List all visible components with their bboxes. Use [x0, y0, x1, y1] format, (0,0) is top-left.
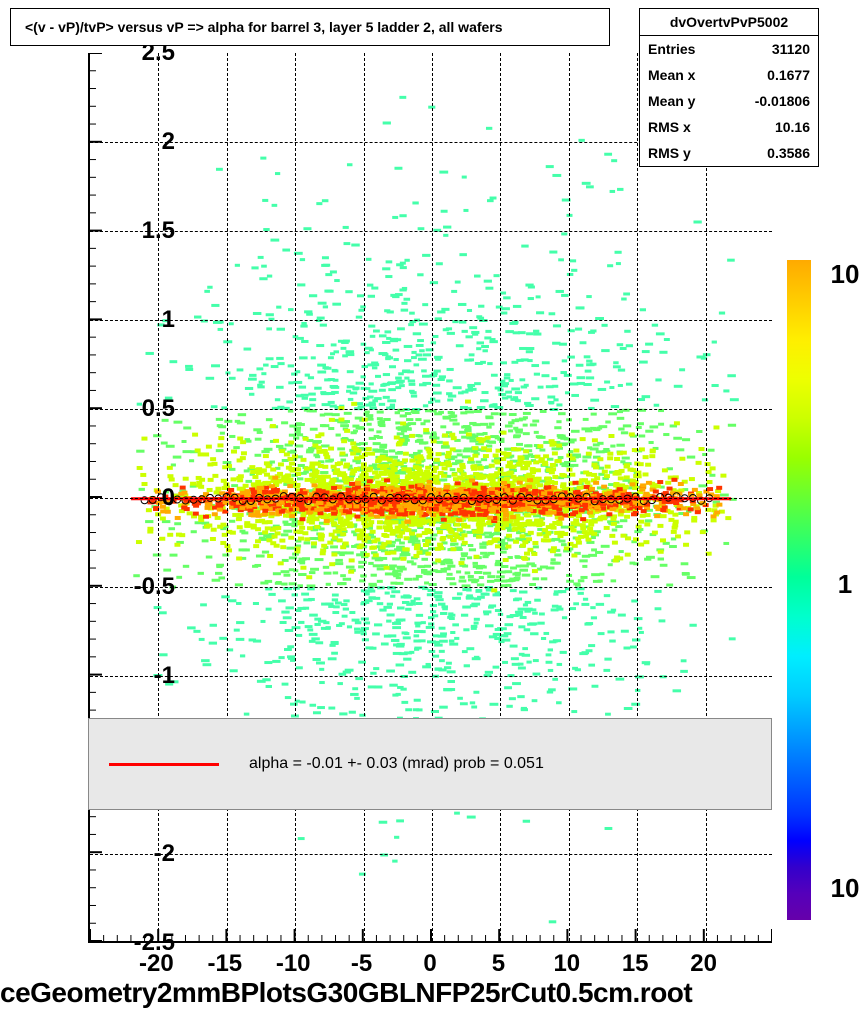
x-tick-label: 10 — [542, 950, 592, 978]
file-name: ceGeometry2mmBPlotsG30GBLNFP25rCut0.5cm.… — [0, 977, 867, 1009]
y-tick-label: -1 — [95, 662, 175, 690]
stats-rmsy-label: RMS y — [648, 145, 691, 161]
grid-line-h — [90, 320, 772, 321]
legend-text: alpha = -0.01 +- 0.03 (mrad) prob = 0.05… — [249, 755, 544, 773]
x-tick-label: 20 — [679, 950, 729, 978]
colorbar-tick: 10 — [823, 259, 867, 290]
stats-meany-value: -0.01806 — [755, 93, 810, 109]
chart-title: <(v - vP)/tvP> versus vP => alpha for ba… — [25, 19, 503, 35]
x-tick-label: -10 — [268, 950, 318, 978]
colorbar — [787, 260, 811, 920]
x-tick-label: 5 — [473, 950, 523, 978]
chart-title-box: <(v - vP)/tvP> versus vP => alpha for ba… — [10, 8, 610, 46]
y-tick-label: 1 — [95, 306, 175, 334]
stats-entries: Entries 31120 — [640, 36, 818, 62]
x-tick-label: -20 — [131, 950, 181, 978]
grid-line-h — [90, 498, 772, 499]
x-tick-label: -5 — [337, 950, 387, 978]
grid-line-h — [90, 587, 772, 588]
stats-meany: Mean y -0.01806 — [640, 88, 818, 114]
stats-rmsy: RMS y 0.3586 — [640, 140, 818, 166]
y-tick-label: 1.5 — [95, 217, 175, 245]
stats-meanx-label: Mean x — [648, 67, 695, 83]
x-tick-label: 15 — [610, 950, 660, 978]
grid-line-h — [90, 409, 772, 410]
x-tick-label: 0 — [405, 950, 455, 978]
stats-rmsx-label: RMS x — [648, 119, 691, 135]
stats-name: dvOvertvPvP5002 — [640, 9, 818, 36]
legend-box: alpha = -0.01 +- 0.03 (mrad) prob = 0.05… — [88, 718, 772, 810]
y-tick-label: 0.5 — [95, 395, 175, 423]
x-tick-label: -15 — [200, 950, 250, 978]
stats-entries-value: 31120 — [772, 41, 810, 57]
y-tick-label: 2 — [95, 128, 175, 156]
colorbar-tick: 1 — [823, 569, 867, 600]
y-tick-label: -2 — [95, 840, 175, 868]
stats-meanx: Mean x 0.1677 — [640, 62, 818, 88]
y-tick-label: 0 — [95, 484, 175, 512]
grid-line-h — [90, 676, 772, 677]
grid-line-h — [90, 231, 772, 232]
stats-rmsy-value: 0.3586 — [767, 145, 810, 161]
colorbar-tick: 10 — [823, 873, 867, 904]
stats-entries-label: Entries — [648, 41, 695, 57]
stats-box: dvOvertvPvP5002 Entries 31120 Mean x 0.1… — [639, 8, 819, 167]
stats-meany-label: Mean y — [648, 93, 695, 109]
stats-rmsx: RMS x 10.16 — [640, 114, 818, 140]
stats-meanx-value: 0.1677 — [767, 67, 810, 83]
stats-rmsx-value: 10.16 — [775, 119, 810, 135]
grid-line-h — [90, 854, 772, 855]
legend-fit-line — [109, 763, 219, 766]
y-tick-label: -0.5 — [95, 573, 175, 601]
